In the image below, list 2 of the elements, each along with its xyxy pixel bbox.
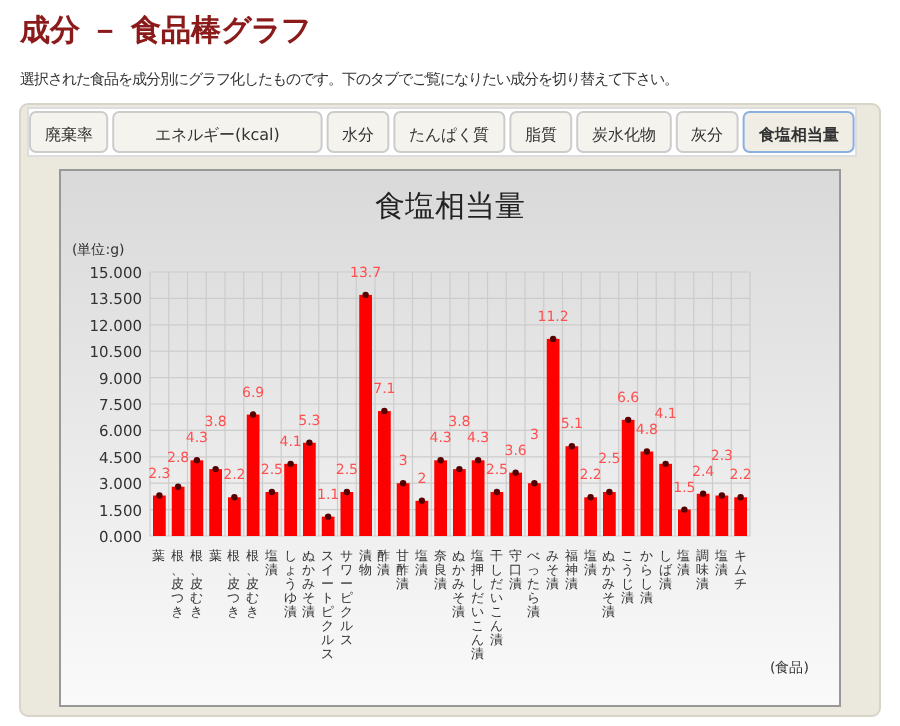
- title: 食塩相当量: [375, 188, 525, 224]
- page-heading: 成分 － 食品棒グラフ: [20, 12, 311, 48]
